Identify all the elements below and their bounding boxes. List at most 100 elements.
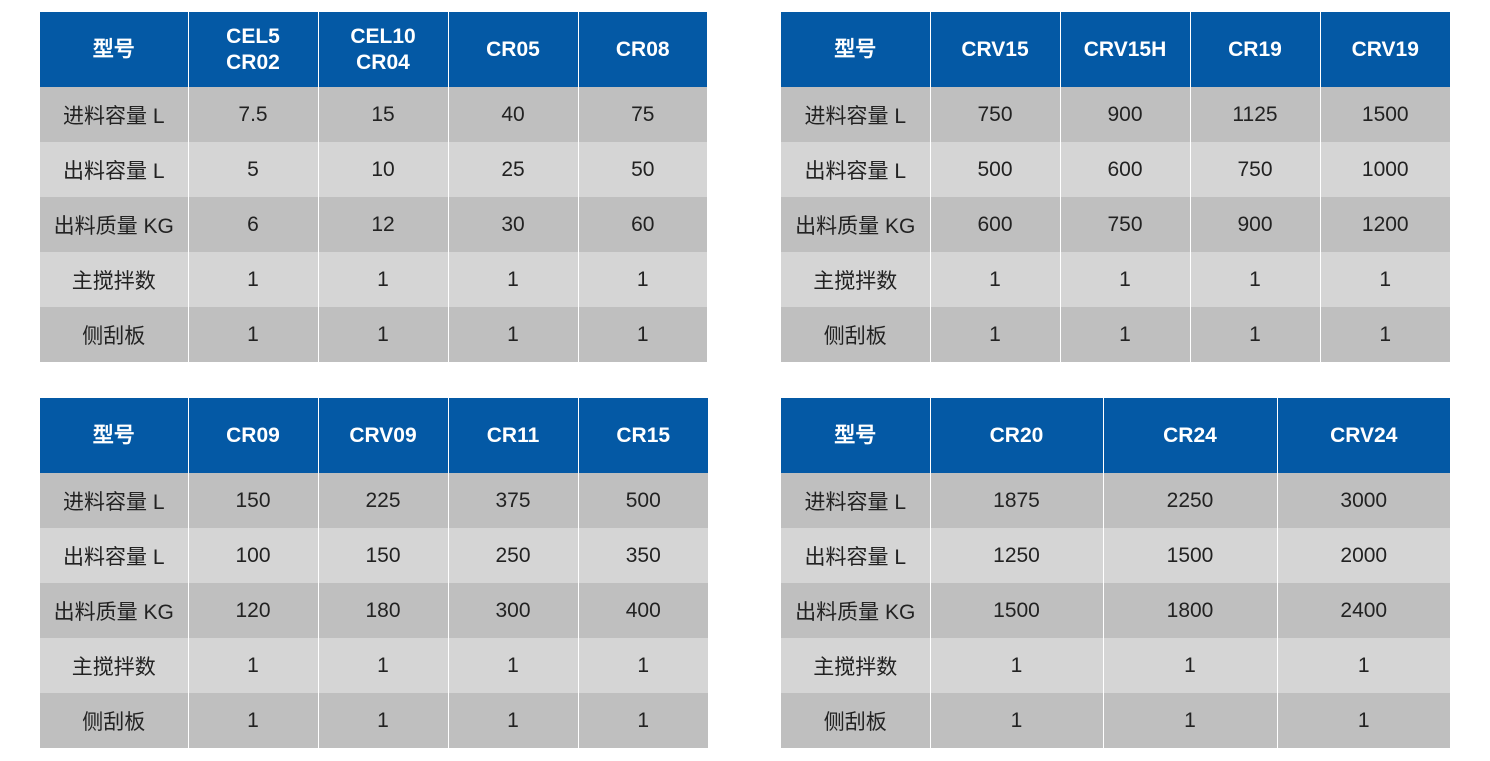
table-cell: 2400 bbox=[1276, 583, 1450, 638]
table-cell: 1 bbox=[1276, 693, 1450, 748]
model-header: 型号 bbox=[40, 12, 188, 87]
table-cell: 750 bbox=[1189, 142, 1320, 197]
table-cell: 225 bbox=[317, 473, 448, 528]
table-cell: 300 bbox=[447, 583, 578, 638]
table-cell: 1 bbox=[1102, 693, 1277, 748]
table-cell: 600 bbox=[1059, 142, 1190, 197]
model-column-header: CRV19 bbox=[1319, 12, 1450, 87]
table-cell: 1 bbox=[1319, 252, 1450, 307]
table-cell: 1 bbox=[187, 307, 318, 362]
table-cell: 25 bbox=[447, 142, 578, 197]
table-cell: 1 bbox=[1276, 638, 1450, 693]
table-cell: 75 bbox=[577, 87, 707, 142]
table-cell: 350 bbox=[577, 528, 708, 583]
row-label: 侧刮板 bbox=[40, 307, 188, 362]
table-cell: 1 bbox=[577, 638, 708, 693]
table-cell: 1 bbox=[317, 693, 448, 748]
row-label: 出料质量 KG bbox=[40, 583, 188, 638]
table-row: 出料质量 KG 6 12 30 60 bbox=[40, 197, 707, 252]
table-cell: 1500 bbox=[1102, 528, 1277, 583]
table-cell: 1 bbox=[929, 307, 1060, 362]
table-row: 出料质量 KG 1500 1800 2400 bbox=[781, 583, 1450, 638]
model-column-header: CRV09 bbox=[317, 398, 448, 473]
table-cell: 1 bbox=[1059, 307, 1190, 362]
table-cell: 1250 bbox=[929, 528, 1103, 583]
row-label: 出料容量 L bbox=[40, 142, 188, 197]
table-cell: 1 bbox=[317, 638, 448, 693]
table-cell: 500 bbox=[577, 473, 708, 528]
table-cell: 2000 bbox=[1276, 528, 1450, 583]
row-label: 进料容量 L bbox=[40, 87, 188, 142]
model-column-header: CR20 bbox=[929, 398, 1103, 473]
table-row: 主搅拌数 1 1 1 1 bbox=[781, 252, 1450, 307]
model-column-header: CR24 bbox=[1102, 398, 1277, 473]
table-cell: 120 bbox=[187, 583, 318, 638]
row-label: 主搅拌数 bbox=[781, 638, 930, 693]
table-cell: 900 bbox=[1189, 197, 1320, 252]
table-row: 出料容量 L 1250 1500 2000 bbox=[781, 528, 1450, 583]
model-column-header: CR11 bbox=[447, 398, 578, 473]
row-label: 出料容量 L bbox=[40, 528, 188, 583]
table-cell: 10 bbox=[317, 142, 448, 197]
row-label: 侧刮板 bbox=[40, 693, 188, 748]
table-cell: 600 bbox=[929, 197, 1060, 252]
model-column-header: CRV24 bbox=[1276, 398, 1450, 473]
table-cell: 1 bbox=[1102, 638, 1277, 693]
table-cell: 15 bbox=[317, 87, 448, 142]
table-row: 进料容量 L 7.5 15 40 75 bbox=[40, 87, 707, 142]
table-cell: 150 bbox=[317, 528, 448, 583]
table-row: 主搅拌数 1 1 1 1 bbox=[40, 638, 708, 693]
table-row: 侧刮板 1 1 1 1 bbox=[40, 693, 708, 748]
table-cell: 60 bbox=[577, 197, 707, 252]
spec-table-1: 型号 CEL5 CR02 CEL10 CR04 CR05 CR08 进料容量 L 7.5 15 40… bbox=[40, 12, 707, 362]
table-cell: 1 bbox=[1189, 252, 1320, 307]
row-label: 主搅拌数 bbox=[781, 252, 930, 307]
table-row: 出料容量 L 5 10 25 50 bbox=[40, 142, 707, 197]
model-column-header: CR05 bbox=[447, 12, 578, 87]
table-cell: 1 bbox=[317, 252, 448, 307]
model-column-header: CEL10 CR04 bbox=[317, 12, 448, 87]
table-row: 进料容量 L 750 900 1125 1500 bbox=[781, 87, 1450, 142]
table-row: 进料容量 L 1875 2250 3000 bbox=[781, 473, 1450, 528]
model-column-header: CRV15H bbox=[1059, 12, 1190, 87]
table-cell: 500 bbox=[929, 142, 1060, 197]
table-cell: 1 bbox=[447, 307, 578, 362]
table-row: 侧刮板 1 1 1 bbox=[781, 693, 1450, 748]
header-row: 型号 CR09 CRV09 CR11 CR15 bbox=[40, 398, 708, 473]
row-label: 进料容量 L bbox=[781, 87, 930, 142]
table-cell: 250 bbox=[447, 528, 578, 583]
table-cell: 5 bbox=[187, 142, 318, 197]
row-label: 出料质量 KG bbox=[781, 197, 930, 252]
row-label: 主搅拌数 bbox=[40, 638, 188, 693]
model-column-header: CR08 bbox=[577, 12, 707, 87]
model-header: 型号 bbox=[40, 398, 188, 473]
table-cell: 1 bbox=[187, 638, 318, 693]
table-row: 主搅拌数 1 1 1 bbox=[781, 638, 1450, 693]
table-row: 出料质量 KG 120 180 300 400 bbox=[40, 583, 708, 638]
table-row: 主搅拌数 1 1 1 1 bbox=[40, 252, 707, 307]
table-row: 进料容量 L 150 225 375 500 bbox=[40, 473, 708, 528]
table-cell: 1 bbox=[577, 307, 707, 362]
model-header: 型号 bbox=[781, 12, 930, 87]
table-cell: 1 bbox=[577, 252, 707, 307]
table-cell: 1 bbox=[577, 693, 708, 748]
table-cell: 1 bbox=[447, 693, 578, 748]
table-cell: 400 bbox=[577, 583, 708, 638]
row-label: 侧刮板 bbox=[781, 693, 930, 748]
table-cell: 1 bbox=[447, 638, 578, 693]
table-cell: 1 bbox=[187, 693, 318, 748]
table-cell: 180 bbox=[317, 583, 448, 638]
table-cell: 750 bbox=[929, 87, 1060, 142]
row-label: 进料容量 L bbox=[781, 473, 930, 528]
row-label: 出料容量 L bbox=[781, 528, 930, 583]
table-cell: 1125 bbox=[1189, 87, 1320, 142]
table-cell: 1 bbox=[1189, 307, 1320, 362]
table-cell: 375 bbox=[447, 473, 578, 528]
table-row: 出料质量 KG 600 750 900 1200 bbox=[781, 197, 1450, 252]
table-cell: 1875 bbox=[929, 473, 1103, 528]
table-cell: 1800 bbox=[1102, 583, 1277, 638]
row-label: 出料质量 KG bbox=[781, 583, 930, 638]
table-cell: 2250 bbox=[1102, 473, 1277, 528]
row-label: 侧刮板 bbox=[781, 307, 930, 362]
table-cell: 30 bbox=[447, 197, 578, 252]
